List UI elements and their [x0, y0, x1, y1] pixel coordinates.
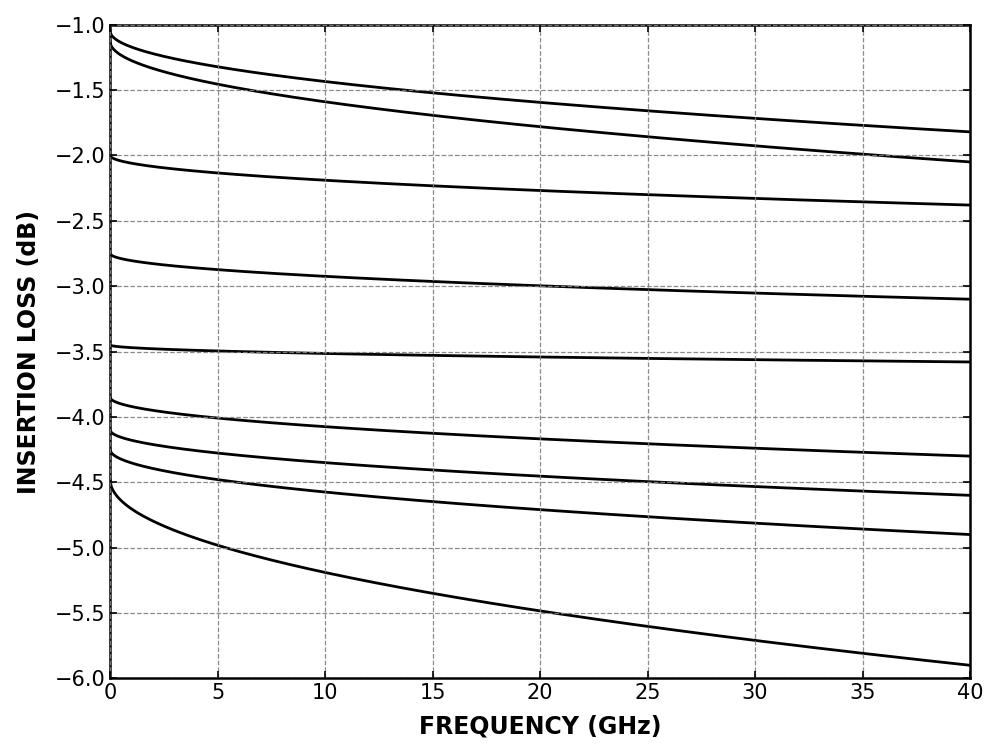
X-axis label: FREQUENCY (GHz): FREQUENCY (GHz): [419, 714, 661, 738]
Y-axis label: INSERTION LOSS (dB): INSERTION LOSS (dB): [17, 210, 41, 494]
